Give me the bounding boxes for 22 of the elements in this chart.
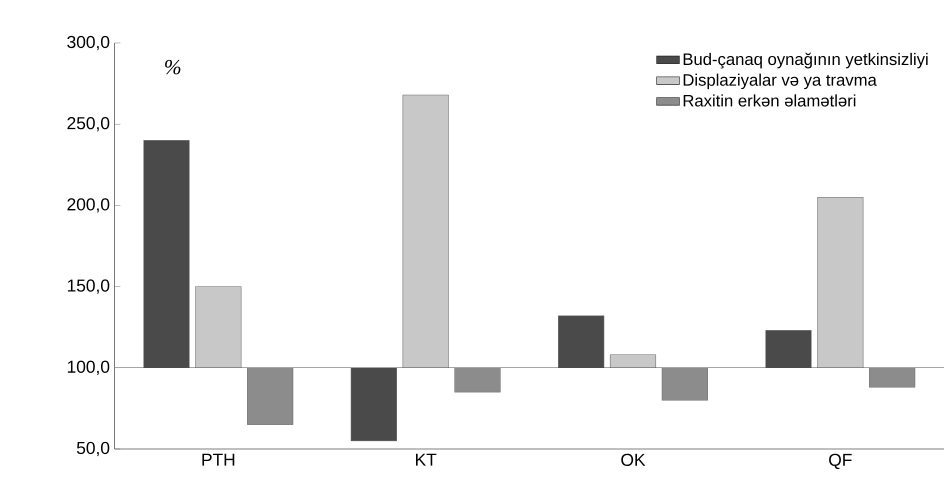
y-tick-label: 250,0 xyxy=(67,117,110,132)
bar xyxy=(454,368,501,392)
legend-label: Raxitin erkən əlamətləri xyxy=(684,94,856,107)
bar xyxy=(195,286,242,368)
y-tick-label: 200,0 xyxy=(67,198,110,213)
x-tick-label: OK xyxy=(621,454,646,466)
y-axis-title: % xyxy=(165,60,180,74)
y-tick-label: 300,0 xyxy=(67,36,110,50)
bar xyxy=(662,368,708,401)
bar xyxy=(817,197,864,368)
x-tick-label: PTH xyxy=(202,454,234,466)
x-tick-label: QF xyxy=(829,454,852,470)
bar xyxy=(247,368,294,425)
bar xyxy=(402,94,449,368)
legend-label: Bud-çanaq oynağının yetkinsizliyi xyxy=(684,52,928,68)
y-tick-label: 100,0 xyxy=(68,360,110,375)
bar xyxy=(869,368,916,388)
y-tick-label: 150,0 xyxy=(68,279,110,294)
bar xyxy=(610,354,656,368)
legend-label: Displaziyalar və ya travma xyxy=(684,74,877,90)
x-tick-label: KT xyxy=(416,454,436,466)
y-tick-label: 50,0 xyxy=(76,442,110,456)
